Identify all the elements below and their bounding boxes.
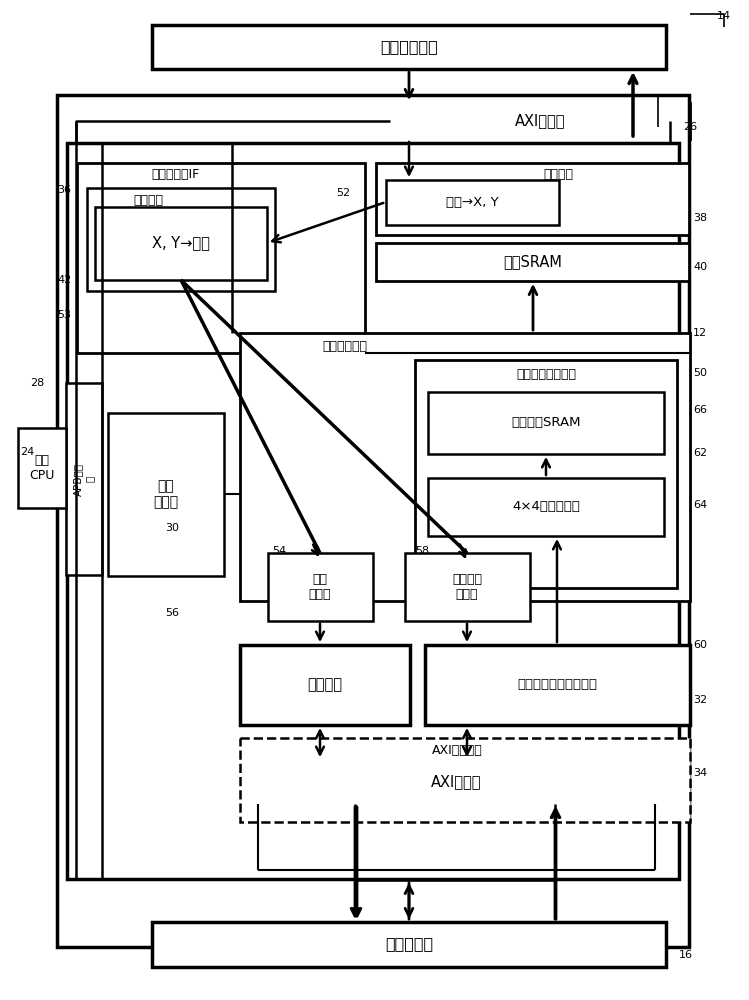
Bar xyxy=(428,392,664,454)
Text: 26: 26 xyxy=(683,122,697,132)
Text: 56: 56 xyxy=(165,608,179,618)
Bar xyxy=(376,163,689,235)
Text: 24: 24 xyxy=(20,447,34,457)
Text: 64: 64 xyxy=(693,500,707,510)
Bar xyxy=(240,333,690,601)
Bar xyxy=(386,180,559,225)
Text: 标头
获取器: 标头 获取器 xyxy=(309,573,331,601)
Text: 14: 14 xyxy=(717,11,731,21)
Text: 地址→X, Y: 地址→X, Y xyxy=(446,196,498,209)
Text: 54: 54 xyxy=(272,546,286,556)
Bar xyxy=(428,478,664,536)
Text: APB从接
口: APB从接 口 xyxy=(73,462,95,495)
Text: X, Y→标头: X, Y→标头 xyxy=(152,235,210,250)
Bar xyxy=(390,103,690,139)
Text: 重新排序SRAM: 重新排序SRAM xyxy=(512,416,580,430)
Text: 有效载荷缓存及缓冲区: 有效载荷缓存及缓冲区 xyxy=(517,678,597,692)
Bar xyxy=(405,553,530,621)
Bar xyxy=(258,760,655,804)
Text: 32: 32 xyxy=(693,695,707,705)
Text: 外部存储器: 外部存储器 xyxy=(385,936,433,952)
Text: 4×4解码器核心: 4×4解码器核心 xyxy=(512,500,580,514)
Text: 62: 62 xyxy=(693,448,707,458)
Text: AXI主接口: AXI主接口 xyxy=(431,774,482,790)
Text: 58: 58 xyxy=(415,546,429,556)
Text: 12: 12 xyxy=(693,328,707,338)
Text: 预取电路: 预取电路 xyxy=(133,194,163,207)
Text: 53: 53 xyxy=(57,310,71,320)
Text: 超级块解码器核心: 超级块解码器核心 xyxy=(516,367,576,380)
Bar xyxy=(95,207,267,280)
Bar xyxy=(240,645,410,725)
Text: 有效载荷
获取器: 有效载荷 获取器 xyxy=(452,573,482,601)
Text: AXI读取模块: AXI读取模块 xyxy=(431,744,482,758)
Bar xyxy=(240,738,690,822)
Text: 60: 60 xyxy=(693,640,707,650)
Text: 50: 50 xyxy=(693,368,707,378)
Text: 66: 66 xyxy=(693,405,707,415)
Text: 42: 42 xyxy=(57,275,71,285)
Text: 去瓦控制: 去瓦控制 xyxy=(543,167,573,180)
Bar xyxy=(376,243,689,281)
Text: 34: 34 xyxy=(693,768,707,778)
Bar xyxy=(425,645,690,725)
Bar xyxy=(77,163,365,353)
Text: 表面
配置表: 表面 配置表 xyxy=(154,479,178,509)
Bar xyxy=(18,428,66,508)
Text: 显示器控制器: 显示器控制器 xyxy=(380,39,438,54)
Bar xyxy=(152,922,666,967)
Text: 30: 30 xyxy=(165,523,179,533)
Bar xyxy=(415,360,677,588)
Text: 去瓦SRAM: 去瓦SRAM xyxy=(503,254,562,269)
Text: 36: 36 xyxy=(57,185,71,195)
Bar xyxy=(67,143,679,879)
Text: 28: 28 xyxy=(30,378,44,388)
Bar xyxy=(66,383,102,575)
Bar xyxy=(152,25,666,69)
Bar xyxy=(108,413,224,576)
Text: 16: 16 xyxy=(679,950,693,960)
Bar xyxy=(268,553,373,621)
Text: 40: 40 xyxy=(693,262,707,272)
Text: 52: 52 xyxy=(336,188,350,198)
Text: 超级块解码器: 超级块解码器 xyxy=(323,340,368,354)
Text: 标头缓存: 标头缓存 xyxy=(308,678,342,692)
Text: 存储器映射IF: 存储器映射IF xyxy=(151,168,199,182)
Bar xyxy=(87,188,275,291)
Bar xyxy=(57,95,689,947)
Text: 38: 38 xyxy=(693,213,707,223)
Text: 主机
CPU: 主机 CPU xyxy=(29,454,55,482)
Text: AXI从接口: AXI从接口 xyxy=(515,113,565,128)
